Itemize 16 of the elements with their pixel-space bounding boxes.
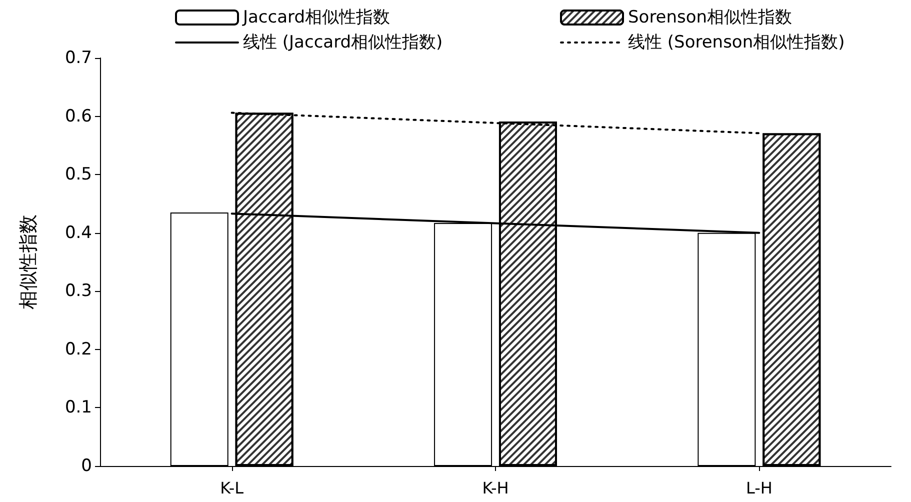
y-tick-label: 0.1 (64, 398, 92, 418)
legend-label: Sorenson相似性指数 (628, 8, 792, 28)
x-tick-label: K-L (220, 478, 244, 498)
y-axis-title: 相似性指数 (18, 214, 40, 310)
legend-label: 线性 (Jaccard相似性指数) (243, 32, 443, 52)
y-tick-label: 0.6 (64, 106, 92, 126)
y-tick-label: 0 (81, 456, 92, 476)
y-tick-label: 0.3 (64, 281, 92, 302)
x-tick-label: L-H (746, 478, 772, 498)
legend-label: 线性 (Sorenson相似性指数) (628, 32, 845, 52)
y-tick-label: 0.2 (64, 339, 92, 360)
x-tick-label: K-H (482, 478, 509, 498)
legend-label: Jaccard相似性指数 (242, 8, 390, 28)
y-tick-label: 0.7 (64, 48, 92, 68)
y-tick-label: 0.5 (64, 164, 92, 185)
y-tick-label: 0.4 (64, 222, 92, 243)
